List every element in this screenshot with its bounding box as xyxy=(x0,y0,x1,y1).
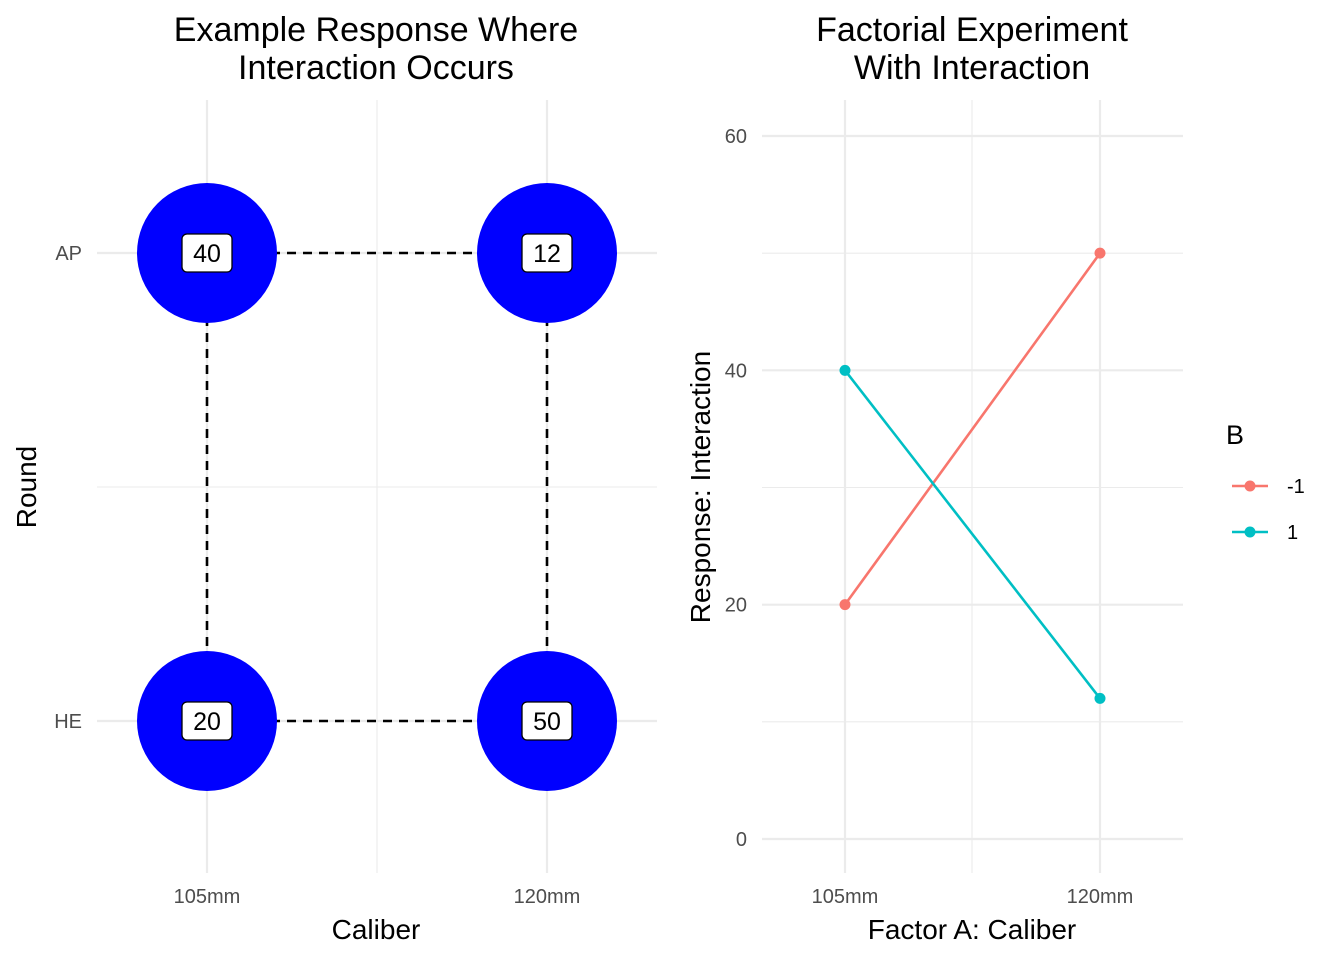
left-x-tick-1: 120mm xyxy=(514,886,581,908)
left-title-line-1: Example Response Where xyxy=(174,11,578,49)
series-1-point-1 xyxy=(1094,692,1106,704)
right-x-tick-1: 120mm xyxy=(1067,886,1134,908)
legend-label-0: -1 xyxy=(1287,476,1305,498)
right-x-tick-0: 105mm xyxy=(812,886,879,908)
right-y-tick-labels: 0 20 40 60 xyxy=(725,126,747,851)
left-title-line-2: Interaction Occurs xyxy=(238,49,514,87)
legend: B -1 1 xyxy=(1226,420,1305,544)
right-y-tick-2: 40 xyxy=(725,360,747,382)
right-y-tick-3: 60 xyxy=(725,126,747,148)
left-x-tick-0: 105mm xyxy=(174,886,241,908)
left-point-label-3: 50 xyxy=(533,708,561,736)
left-panel: Example Response Where Interaction Occur… xyxy=(11,11,657,945)
left-x-tick-labels: 105mm 120mm xyxy=(174,886,581,908)
left-point-label-box-2 xyxy=(181,701,233,741)
right-panel: Factorial Experiment With Interaction 0 2… xyxy=(685,11,1305,945)
left-y-tick-labels: AP HE xyxy=(54,243,82,733)
right-title-line-2: With Interaction xyxy=(854,49,1090,87)
left-y-axis-title: Round xyxy=(11,446,42,529)
left-point-label-1: 12 xyxy=(533,240,561,268)
right-y-tick-1: 20 xyxy=(725,595,747,617)
legend-key-point-1 xyxy=(1244,526,1256,538)
series-0-point-1 xyxy=(1094,247,1106,259)
left-points: 40 12 20 50 xyxy=(137,183,617,791)
left-point-label-box-0 xyxy=(181,233,233,273)
series-1-point-0 xyxy=(839,364,851,376)
series-line-1 xyxy=(843,369,1102,700)
series-0-point-0 xyxy=(839,599,851,611)
right-gridlines xyxy=(762,100,1183,873)
legend-key-point-0 xyxy=(1244,480,1256,492)
left-x-axis-title: Caliber xyxy=(332,914,421,945)
right-y-tick-0: 0 xyxy=(736,829,747,851)
legend-label-1: 1 xyxy=(1287,522,1298,544)
right-x-tick-labels: 105mm 120mm xyxy=(812,886,1134,908)
left-point-label-2: 20 xyxy=(193,708,221,736)
series-line-0 xyxy=(843,252,1102,606)
left-point-label-0: 40 xyxy=(193,240,221,268)
left-y-tick-0: AP xyxy=(55,243,82,265)
legend-title: B xyxy=(1226,420,1244,450)
right-title-line-1: Factorial Experiment xyxy=(816,11,1128,49)
right-series xyxy=(839,247,1106,704)
right-x-axis-title: Factor A: Caliber xyxy=(868,914,1077,945)
left-y-tick-1: HE xyxy=(54,711,82,733)
left-point-label-box-3 xyxy=(521,701,573,741)
right-y-axis-title: Response: Interaction xyxy=(685,351,716,623)
left-point-label-box-1 xyxy=(521,233,573,273)
